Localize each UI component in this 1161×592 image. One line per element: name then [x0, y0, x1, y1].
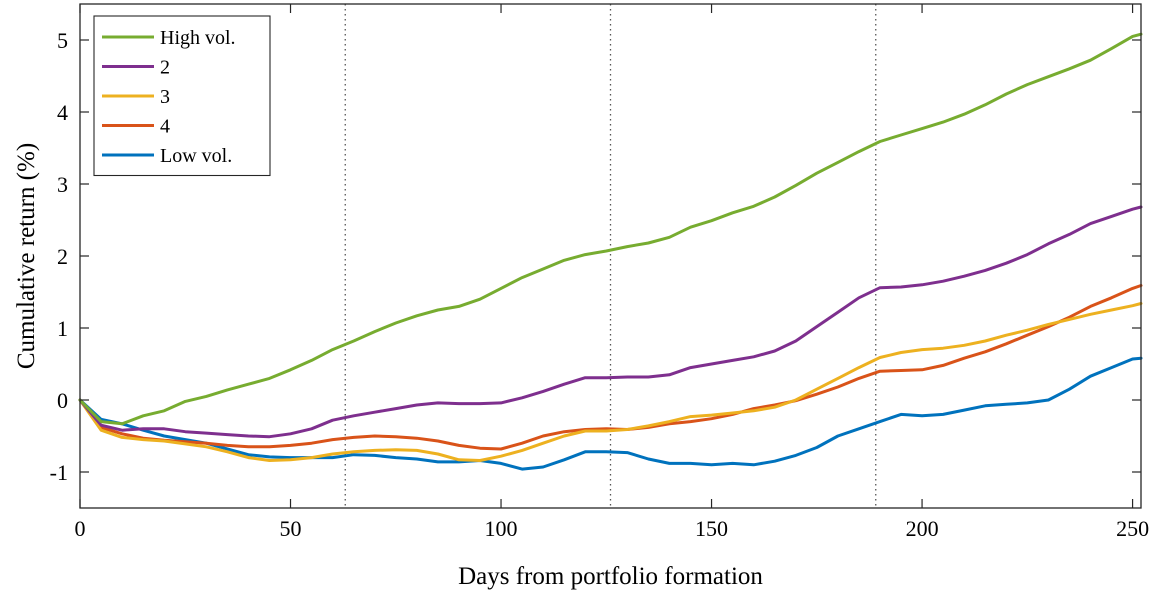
x-tick-label: 150	[695, 516, 728, 541]
y-axis-label: Cumulative return (%)	[13, 143, 40, 369]
y-tick-label: -1	[50, 460, 68, 485]
x-axis-ticks: 0 50 100 150 200 250	[75, 4, 1149, 541]
series-line-2	[78, 205, 1143, 439]
x-tick-label: 100	[485, 516, 518, 541]
legend-label: High vol.	[160, 27, 236, 49]
y-tick-label: 5	[57, 28, 68, 53]
y-tick-label: 2	[57, 244, 68, 269]
x-tick-label: 0	[75, 516, 86, 541]
legend-label: 4	[160, 116, 170, 138]
x-axis-label: Days from portfolio formation	[458, 563, 763, 590]
y-tick-label: 0	[57, 388, 68, 413]
x-tick-label: 50	[280, 516, 302, 541]
period-divider-lines	[344, 4, 877, 508]
legend-label: Low vol.	[160, 145, 232, 167]
y-tick-label: 4	[57, 100, 68, 125]
legend-label: 3	[160, 86, 170, 108]
legend-label: 2	[160, 57, 170, 79]
y-tick-label: 3	[57, 172, 68, 197]
series-lines	[78, 32, 1143, 471]
y-tick-label: 1	[57, 316, 68, 341]
series-line-3	[78, 302, 1143, 462]
x-tick-label: 250	[1116, 516, 1149, 541]
legend: High vol. 2 3 4 Low vol.	[93, 15, 271, 177]
series-line-high-vol	[78, 32, 1143, 426]
x-tick-label: 200	[906, 516, 939, 541]
y-axis-ticks: -1 0 1 2 3 4 5	[50, 28, 1141, 485]
series-line-low-vol	[78, 356, 1143, 471]
